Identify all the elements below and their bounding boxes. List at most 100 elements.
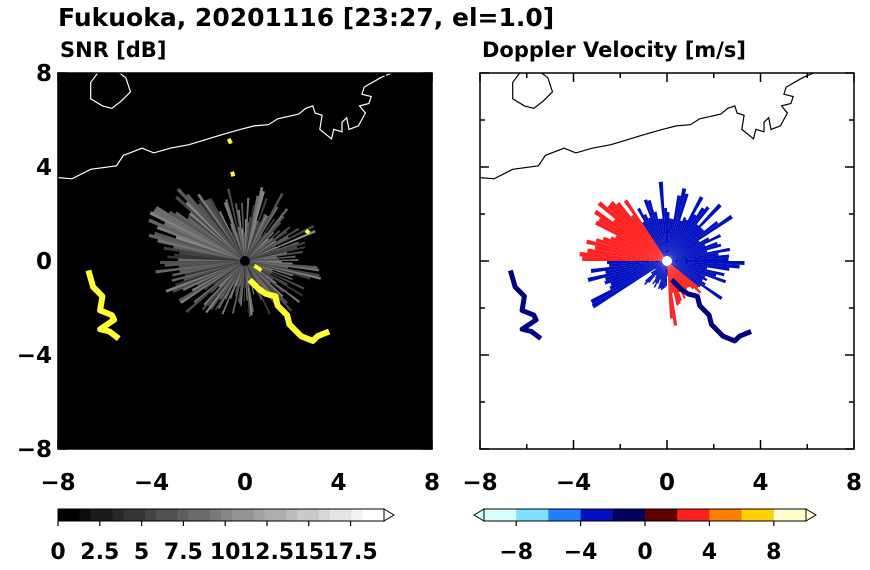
colorbar-cell: [516, 509, 528, 521]
colorbar-extend-max: [805, 508, 817, 522]
snr-clutter-cell: [253, 264, 263, 273]
doppler-echo-ray: [653, 211, 667, 261]
colorbar-cell: [623, 509, 635, 521]
doppler-echo-ray: [667, 261, 725, 277]
doppler-echo-ray: [667, 250, 708, 261]
doppler-echo-ray: [665, 261, 667, 287]
snr-echo-ray: [197, 193, 245, 261]
doppler-echo-ray: [667, 261, 740, 269]
doppler-echo-ray: [667, 261, 674, 293]
snr-echo-ray: [163, 246, 245, 261]
doppler-axes: −8 −4 0 4 8: [462, 72, 862, 496]
snr-echo-ray: [198, 199, 245, 261]
snr-echo-ray: [245, 192, 284, 261]
snr-echo-ray: [171, 261, 245, 282]
colorbar-cell: [505, 509, 517, 521]
snr-echo-ray: [179, 261, 245, 273]
snr-echo-ray: [245, 240, 277, 261]
snr-echo-ray: [245, 261, 271, 284]
doppler-colorbar: −8 −4 0 4 8: [473, 508, 817, 565]
snr-echo-ray: [245, 215, 269, 261]
snr-echo-ray: [240, 261, 245, 307]
snr-echo-ray: [237, 209, 245, 261]
doppler-echo-ray: [597, 201, 667, 261]
snr-echo-ray: [245, 236, 289, 261]
colorbar-cell: [548, 509, 560, 521]
snr-echo-ray: [167, 255, 245, 261]
snr-echo-ray: [245, 261, 277, 284]
doppler-echo-ray: [667, 188, 687, 261]
colorbar-cell: [210, 509, 222, 521]
colorbar-tick-label: 12.5: [240, 540, 294, 565]
doppler-echo-ray: [610, 236, 667, 261]
colorbar-cell: [318, 509, 331, 521]
snr-echo-ray: [176, 187, 245, 261]
colorbar-cell: [134, 509, 146, 521]
x-tick-label: 4: [330, 470, 346, 496]
doppler-echo-ray: [667, 261, 703, 282]
colorbar-cell: [329, 509, 342, 521]
snr-echo-ray: [214, 261, 245, 311]
doppler-echo-ray: [667, 261, 690, 288]
snr-echo-ray: [245, 219, 247, 261]
snr-echo-ray: [178, 258, 245, 261]
snr-echo-ray: [244, 232, 245, 261]
doppler-echo-ray: [667, 237, 710, 261]
snr-echo-ray: [245, 241, 300, 261]
x-tick-label: −4: [556, 470, 591, 496]
snr-echo-ray: [221, 261, 245, 315]
colorbar-cell: [602, 509, 614, 521]
doppler-echo-ray: [667, 228, 705, 261]
colorbar-cell: [68, 509, 81, 521]
colorbar-tick-label: −4: [564, 540, 598, 565]
colorbar-cell: [741, 509, 753, 521]
colorbar-cell: [537, 509, 549, 521]
snr-echo-ray: [245, 261, 318, 269]
colorbar-cell: [720, 509, 732, 521]
doppler-echo-ray: [642, 221, 667, 261]
colorbar-cell: [286, 509, 298, 521]
colorbar-tick-label: 0: [50, 540, 65, 565]
x-tick-label: 0: [659, 470, 675, 496]
colorbar-cell: [123, 509, 135, 521]
x-tick-label: 0: [237, 470, 253, 496]
doppler-echo-ray: [657, 261, 667, 290]
doppler-echo-ray: [610, 261, 667, 286]
colorbar-cell: [526, 509, 539, 521]
doppler-echo-ray: [667, 218, 672, 261]
snr-echo-ray: [187, 217, 245, 261]
snr-echo-ray: [163, 222, 245, 261]
snr-echo-ray: [234, 261, 245, 293]
snr-echo-ray: [245, 261, 322, 280]
snr-echo-ray: [175, 236, 245, 261]
snr-echo-ray: [245, 195, 259, 261]
doppler-echo-ray: [667, 224, 699, 261]
snr-echo-ray: [245, 246, 306, 261]
snr-echo-ray: [245, 261, 288, 304]
snr-echo-ray: [149, 211, 245, 261]
doppler-coastline: [480, 73, 816, 180]
snr-echo-ray: [245, 214, 268, 261]
snr-echo-ray: [245, 261, 320, 272]
snr-echo-ray: [245, 197, 268, 261]
snr-echo-ray: [245, 221, 250, 261]
snr-echo-ray: [229, 261, 245, 299]
snr-echo-ray: [245, 261, 289, 269]
snr-echo-ray: [245, 261, 260, 285]
snr-echo-ray: [245, 261, 251, 285]
snr-echo-ray: [245, 246, 298, 261]
snr-echo-ray: [227, 188, 245, 261]
snr-echo-ray: [245, 231, 275, 261]
doppler-echo-ray: [664, 207, 667, 261]
doppler-echo-ray: [586, 239, 667, 261]
doppler-echo-ray: [667, 196, 704, 261]
doppler-echo-ray: [652, 261, 667, 285]
colorbar-cell: [634, 509, 646, 521]
x-tick-label: 8: [846, 470, 862, 496]
doppler-echo-ray: [587, 248, 667, 261]
snr-echo-ray: [186, 193, 245, 261]
colorbar-cell: [166, 509, 179, 521]
snr-echo-ray: [245, 237, 274, 261]
snr-echo-ray: [245, 229, 316, 261]
doppler-echo-ray: [667, 261, 730, 271]
